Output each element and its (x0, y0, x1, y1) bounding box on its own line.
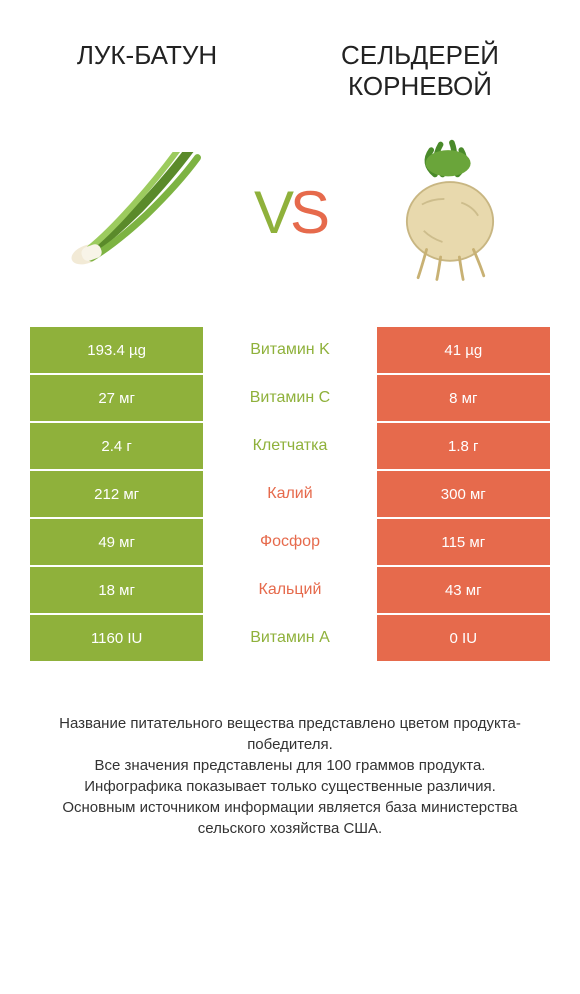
vs-s: S (290, 179, 326, 246)
footer-line: Все значения представлены для 100 граммо… (40, 755, 540, 776)
value-left: 2.4 г (30, 423, 203, 469)
value-left: 193.4 µg (30, 327, 203, 373)
comparison-infographic: ЛУК-БАТУН СЕЛЬДЕРЕЙ КОРНЕВОЙ VS (0, 0, 580, 994)
nutrient-label: Витамин A (203, 615, 376, 661)
table-row: 2.4 г Клетчатка 1.8 г (30, 423, 550, 471)
table-row: 27 мг Витамин C 8 мг (30, 375, 550, 423)
image-left (40, 132, 220, 292)
table-row: 1160 IU Витамин A 0 IU (30, 615, 550, 663)
images-row: VS (30, 132, 550, 292)
value-right: 0 IU (377, 615, 550, 661)
value-left: 49 мг (30, 519, 203, 565)
value-right: 43 мг (377, 567, 550, 613)
footer-notes: Название питательного вещества представл… (30, 713, 550, 839)
nutrient-label: Витамин C (203, 375, 376, 421)
title-left: ЛУК-БАТУН (30, 40, 264, 71)
value-right: 300 мг (377, 471, 550, 517)
value-left: 212 мг (30, 471, 203, 517)
nutrient-table: 193.4 µg Витамин K 41 µg 27 мг Витамин C… (30, 327, 550, 663)
vs-label: VS (254, 178, 326, 247)
table-row: 49 мг Фосфор 115 мг (30, 519, 550, 567)
table-row: 193.4 µg Витамин K 41 µg (30, 327, 550, 375)
value-left: 18 мг (30, 567, 203, 613)
footer-line: Название питательного вещества представл… (40, 713, 540, 755)
vs-v: V (254, 179, 290, 246)
value-right: 1.8 г (377, 423, 550, 469)
titles-row: ЛУК-БАТУН СЕЛЬДЕРЕЙ КОРНЕВОЙ (30, 40, 550, 102)
value-right: 8 мг (377, 375, 550, 421)
nutrient-label: Фосфор (203, 519, 376, 565)
footer-line: Основным источником информации является … (40, 797, 540, 839)
value-left: 1160 IU (30, 615, 203, 661)
value-right: 115 мг (377, 519, 550, 565)
value-left: 27 мг (30, 375, 203, 421)
nutrient-label: Витамин K (203, 327, 376, 373)
value-right: 41 µg (377, 327, 550, 373)
title-right: СЕЛЬДЕРЕЙ КОРНЕВОЙ (290, 40, 550, 102)
footer-line: Инфографика показывает только существенн… (40, 776, 540, 797)
nutrient-label: Кальций (203, 567, 376, 613)
table-row: 212 мг Калий 300 мг (30, 471, 550, 519)
table-row: 18 мг Кальций 43 мг (30, 567, 550, 615)
image-right (360, 132, 540, 292)
nutrient-label: Калий (203, 471, 376, 517)
nutrient-label: Клетчатка (203, 423, 376, 469)
